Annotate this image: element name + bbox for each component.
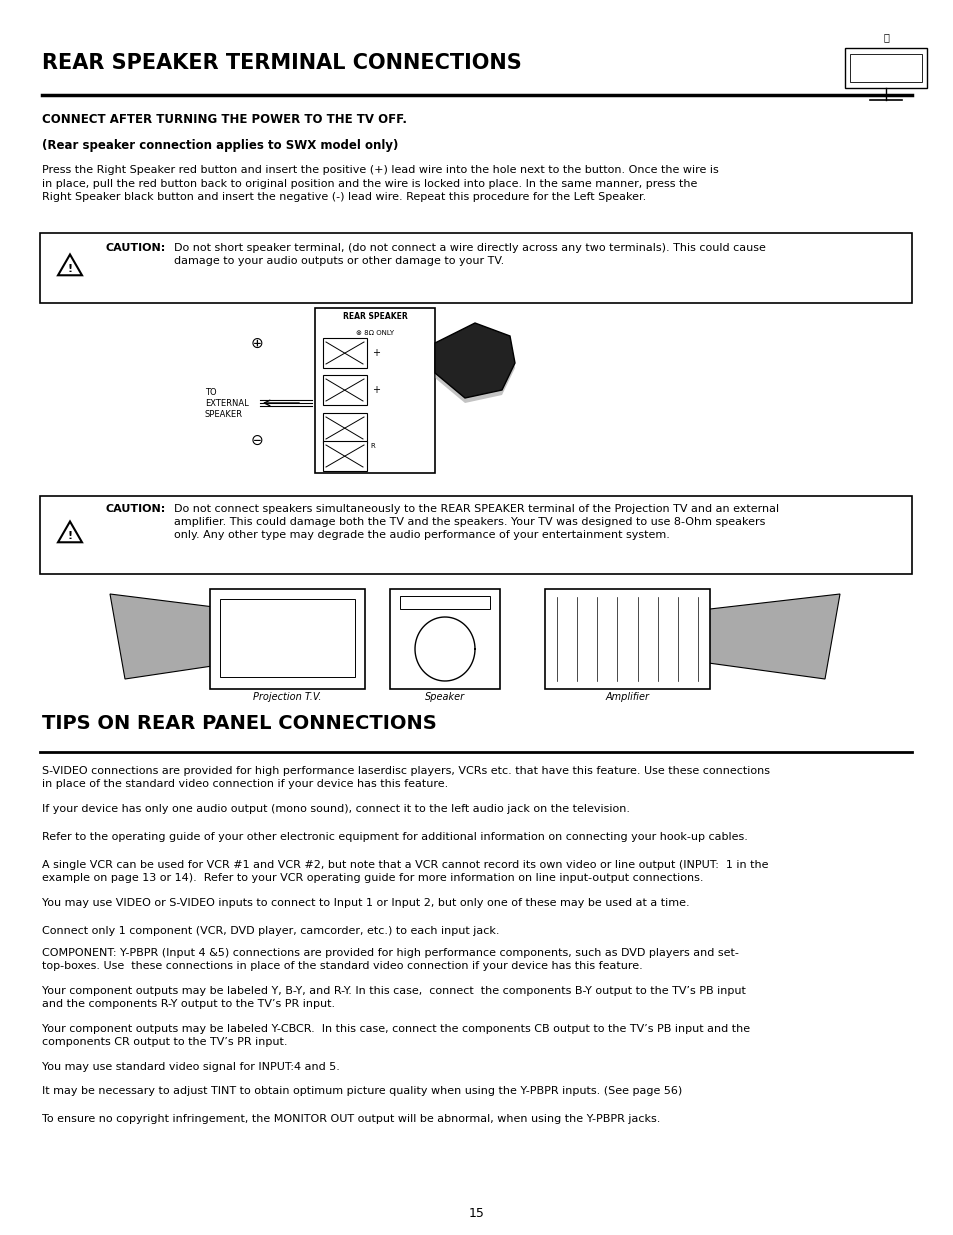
Text: A single VCR can be used for VCR #1 and VCR #2, but note that a VCR cannot recor: A single VCR can be used for VCR #1 and … (42, 860, 768, 883)
FancyBboxPatch shape (220, 599, 355, 677)
Text: +: + (372, 385, 379, 395)
FancyBboxPatch shape (323, 412, 367, 443)
Polygon shape (58, 521, 82, 542)
FancyBboxPatch shape (849, 54, 921, 82)
Text: To ensure no copyright infringement, the MONITOR OUT output will be abnormal, wh: To ensure no copyright infringement, the… (42, 1114, 659, 1124)
Text: ⊗ 8Ω ONLY: ⊗ 8Ω ONLY (355, 330, 394, 336)
Text: CAUTION:: CAUTION: (105, 243, 165, 253)
Text: Do not connect speakers simultaneously to the REAR SPEAKER terminal of the Proje: Do not connect speakers simultaneously t… (167, 504, 779, 541)
FancyBboxPatch shape (323, 338, 367, 368)
FancyBboxPatch shape (314, 308, 435, 473)
Text: TIPS ON REAR PANEL CONNECTIONS: TIPS ON REAR PANEL CONNECTIONS (42, 714, 436, 734)
Text: Projection T.V.: Projection T.V. (253, 692, 321, 701)
Text: Do not short speaker terminal, (do not connect a wire directly across any two te: Do not short speaker terminal, (do not c… (167, 243, 765, 267)
Text: Your component outputs may be labeled Y, B-Y, and R-Y. In this case,  connect  t: Your component outputs may be labeled Y,… (42, 986, 745, 1009)
Text: Refer to the operating guide of your other electronic equipment for additional i: Refer to the operating guide of your oth… (42, 832, 747, 842)
FancyBboxPatch shape (323, 375, 367, 405)
Text: !: ! (68, 531, 72, 541)
FancyBboxPatch shape (844, 48, 926, 88)
Text: Press the Right Speaker red button and insert the positive (+) lead wire into th: Press the Right Speaker red button and i… (42, 165, 718, 203)
Text: Connect only 1 component (VCR, DVD player, camcorder, etc.) to each input jack.: Connect only 1 component (VCR, DVD playe… (42, 926, 499, 936)
Text: TO
EXTERNAL
SPEAKER: TO EXTERNAL SPEAKER (205, 388, 249, 419)
FancyBboxPatch shape (323, 441, 367, 471)
Text: CONNECT AFTER TURNING THE POWER TO THE TV OFF.: CONNECT AFTER TURNING THE POWER TO THE T… (42, 112, 407, 126)
Text: REAR SPEAKER: REAR SPEAKER (342, 312, 407, 321)
Text: It may be necessary to adjust TINT to obtain optimum picture quality when using : It may be necessary to adjust TINT to ob… (42, 1086, 681, 1095)
Text: You may use VIDEO or S-VIDEO inputs to connect to Input 1 or Input 2, but only o: You may use VIDEO or S-VIDEO inputs to c… (42, 898, 689, 908)
Text: CAUTION:: CAUTION: (105, 504, 165, 514)
FancyBboxPatch shape (40, 496, 911, 574)
Text: You may use standard video signal for INPUT:4 and 5.: You may use standard video signal for IN… (42, 1062, 339, 1072)
Text: R: R (370, 443, 375, 450)
Text: ⊕: ⊕ (251, 336, 263, 351)
Text: !: ! (68, 264, 72, 274)
FancyBboxPatch shape (210, 589, 365, 689)
Text: If your device has only one audio output (mono sound), connect it to the left au: If your device has only one audio output… (42, 804, 629, 814)
Text: COMPONENT: Y-PBPR (Input 4 &5) connections are provided for high performance com: COMPONENT: Y-PBPR (Input 4 &5) connectio… (42, 948, 739, 971)
FancyBboxPatch shape (390, 589, 499, 689)
Text: ⊖: ⊖ (251, 432, 263, 447)
Text: ⛹: ⛹ (882, 32, 888, 42)
Text: REAR SPEAKER TERMINAL CONNECTIONS: REAR SPEAKER TERMINAL CONNECTIONS (42, 53, 521, 73)
FancyBboxPatch shape (399, 597, 490, 609)
Text: Speaker: Speaker (424, 692, 464, 701)
Polygon shape (435, 324, 515, 398)
FancyBboxPatch shape (544, 589, 709, 689)
Text: (Rear speaker connection applies to SWX model only): (Rear speaker connection applies to SWX … (42, 140, 398, 152)
Text: +: + (372, 348, 379, 358)
Text: Amplifier: Amplifier (605, 692, 649, 701)
Text: S-VIDEO connections are provided for high performance laserdisc players, VCRs et: S-VIDEO connections are provided for hig… (42, 766, 769, 789)
Text: 15: 15 (469, 1207, 484, 1220)
Polygon shape (435, 329, 515, 403)
Polygon shape (58, 254, 82, 275)
Polygon shape (110, 594, 359, 679)
Text: Your component outputs may be labeled Y-CBCR.  In this case, connect the compone: Your component outputs may be labeled Y-… (42, 1024, 749, 1047)
FancyBboxPatch shape (40, 233, 911, 303)
Polygon shape (569, 594, 840, 679)
